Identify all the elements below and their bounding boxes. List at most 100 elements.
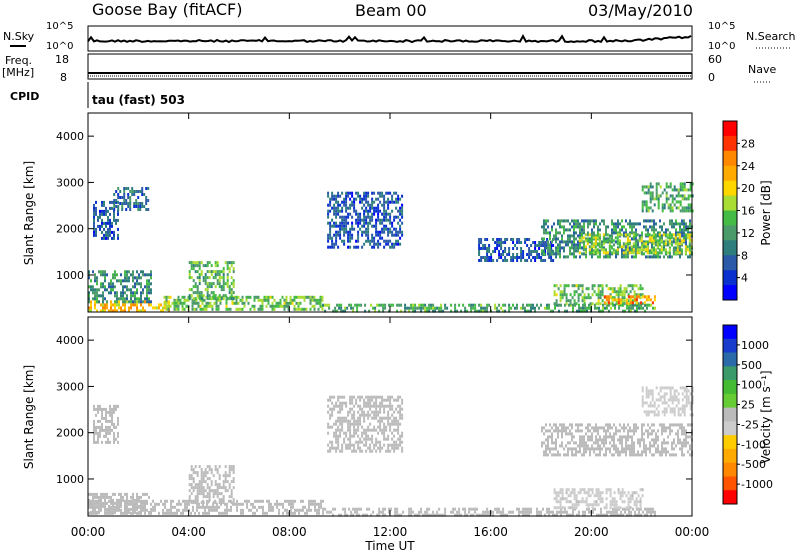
data-cell	[676, 242, 679, 246]
data-cell	[677, 423, 679, 427]
data-cell	[597, 488, 600, 492]
data-cell	[476, 309, 479, 313]
data-cell	[316, 508, 318, 512]
data-cell	[208, 477, 211, 481]
data-cell	[103, 416, 105, 420]
data-cell	[338, 303, 341, 307]
data-cell	[359, 437, 362, 441]
data-cell	[522, 510, 524, 514]
data-cell	[645, 240, 647, 244]
data-cell	[122, 288, 124, 292]
data-cell	[629, 298, 632, 302]
data-cell	[512, 238, 515, 241]
data-cell	[111, 206, 113, 210]
data-cell	[114, 285, 116, 289]
data-cell	[613, 231, 615, 235]
data-cell	[605, 228, 607, 232]
data-cell	[641, 494, 644, 498]
data-cell	[339, 215, 342, 219]
data-cell	[633, 426, 635, 430]
data-cell	[593, 231, 595, 235]
data-cell	[464, 309, 467, 313]
data-cell	[396, 510, 399, 514]
data-cell	[204, 480, 207, 484]
data-cell	[510, 510, 513, 514]
data-cell	[651, 191, 654, 195]
data-cell	[579, 293, 582, 297]
data-cell	[549, 423, 551, 427]
data-cell	[631, 435, 633, 439]
data-cell	[593, 284, 596, 288]
data-cell	[361, 440, 364, 444]
data-cell	[609, 255, 611, 259]
data-cell	[349, 407, 352, 411]
data-cell	[305, 307, 308, 311]
data-cell	[379, 425, 382, 429]
data-cell	[202, 480, 205, 484]
data-cell	[387, 239, 390, 243]
data-cell	[367, 215, 370, 219]
data-cell	[337, 191, 340, 195]
data-cell	[127, 187, 130, 190]
data-cell	[604, 251, 607, 255]
data-cell	[597, 426, 599, 430]
data-cell	[573, 219, 575, 223]
data-cell	[123, 196, 126, 199]
data-cell	[106, 303, 108, 307]
data-cell	[107, 410, 109, 414]
data-cell	[379, 401, 382, 405]
data-cell	[665, 453, 667, 457]
data-cell	[585, 296, 588, 300]
data-cell	[502, 259, 505, 262]
data-cell	[102, 303, 104, 307]
data-cell	[492, 510, 495, 514]
data-cell	[375, 242, 378, 246]
data-cell	[587, 222, 589, 226]
data-cell	[452, 510, 455, 514]
data-cell	[643, 401, 646, 405]
data-cell	[112, 507, 114, 511]
data-cell	[679, 222, 681, 226]
data-cell	[93, 212, 95, 216]
data-cell	[276, 505, 278, 509]
data-cell	[551, 249, 553, 253]
data-cell	[93, 203, 95, 207]
data-cell	[520, 306, 522, 310]
data-cell	[621, 491, 624, 495]
data-cell	[371, 416, 374, 420]
data-cell	[401, 194, 404, 198]
data-cell	[589, 423, 591, 427]
data-cell	[686, 233, 689, 237]
data-cell	[661, 453, 663, 457]
data-cell	[631, 491, 634, 495]
data-cell	[110, 510, 112, 514]
data-cell	[549, 234, 551, 238]
data-cell	[585, 249, 587, 253]
data-cell	[410, 513, 413, 517]
data-cell	[94, 502, 96, 506]
data-cell	[571, 438, 573, 442]
data-cell	[172, 499, 174, 503]
data-cell	[206, 264, 209, 268]
data-cell	[672, 233, 675, 237]
data-cell	[109, 431, 111, 435]
data-cell	[331, 239, 334, 243]
data-cell	[359, 227, 362, 231]
data-cell	[616, 239, 619, 243]
data-cell	[609, 441, 611, 445]
data-cell	[174, 511, 176, 515]
data-cell	[639, 296, 642, 300]
data-cell	[101, 212, 103, 216]
data-cell	[202, 505, 204, 509]
data-cell	[593, 429, 595, 433]
data-cell	[508, 309, 511, 313]
data-cell	[575, 237, 577, 241]
data-cell	[555, 447, 557, 451]
data-cell	[575, 494, 578, 498]
data-cell	[478, 244, 481, 247]
data-cell	[104, 279, 106, 283]
data-cell	[168, 300, 170, 304]
data-cell	[611, 438, 613, 442]
data-cell	[222, 501, 225, 505]
